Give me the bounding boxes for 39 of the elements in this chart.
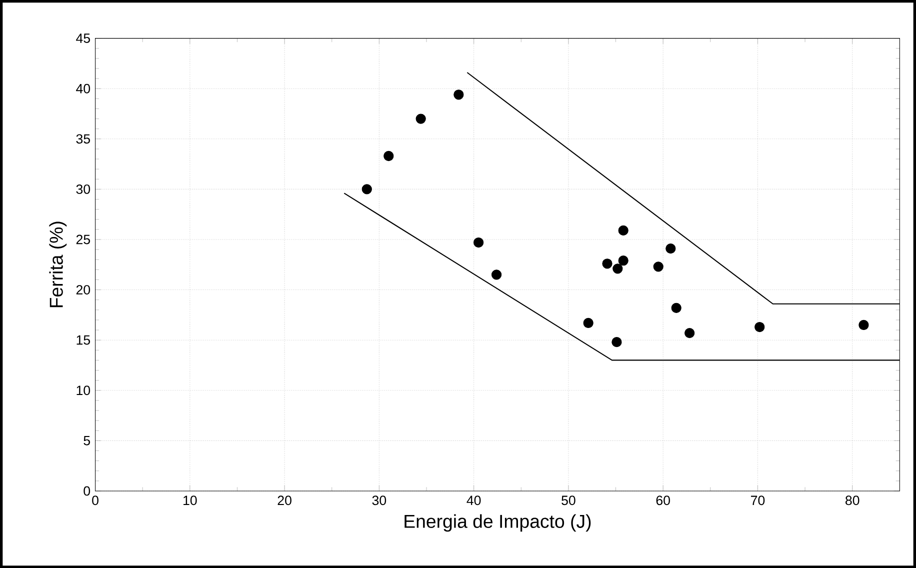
point [671,302,682,313]
x-tick-label: 80 [846,496,860,505]
x-tick-label: 10 [184,496,197,505]
y-tick-label: 5 [84,436,90,446]
y-tick-label: 20 [76,284,90,294]
x-tick-label: 40 [466,496,481,505]
point [416,114,426,124]
x-tick-label: 60 [656,496,670,505]
point [602,258,612,269]
point [684,328,695,338]
x-tick-label: 0 [92,496,98,505]
y-tick-label: 45 [76,34,90,43]
x-tick-label: 70 [750,496,765,505]
point [618,255,628,266]
point [653,261,664,272]
y-tick-label: 25 [76,234,90,244]
point [491,270,502,280]
y-tick-label: 10 [76,386,90,395]
point [362,184,372,194]
y-axis-title: Ferrita (%) [49,222,67,308]
point [858,320,869,330]
point [754,322,765,332]
y-tick-label: 0 [84,486,90,496]
x-tick-label: 20 [278,496,292,505]
point [384,150,394,161]
x-tick-label: 50 [562,496,576,505]
point [612,263,623,274]
y-tick-label: 35 [76,134,90,144]
point [454,89,464,100]
point [618,225,628,236]
y-tick-label: 40 [76,84,90,94]
point [612,336,622,348]
point [473,237,484,248]
point [583,318,594,328]
y-tick-label: 30 [76,184,90,194]
x-axis-title: Energia de Impacto (J) [404,514,591,532]
y-tick-label: 15 [76,335,90,345]
point [666,243,676,254]
x-tick-label: 30 [372,496,386,505]
